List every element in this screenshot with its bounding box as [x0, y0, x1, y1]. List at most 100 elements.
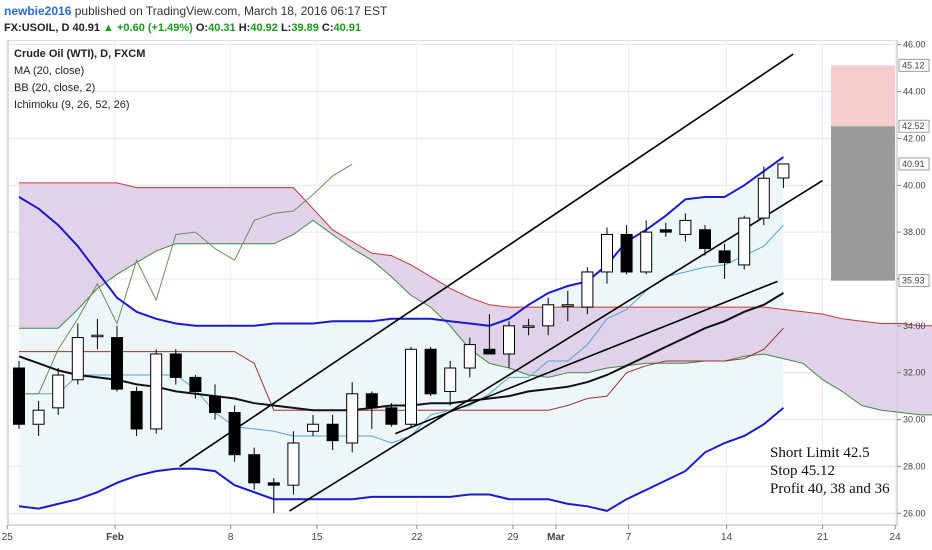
- candle-body: [365, 393, 378, 409]
- candle-body: [444, 367, 457, 392]
- candle-body: [405, 348, 417, 425]
- candle: [483, 314, 496, 355]
- candle-body: [13, 367, 25, 425]
- candle-body: [169, 353, 182, 378]
- candle-body: [738, 217, 751, 266]
- x-tick-label: 15: [311, 532, 323, 543]
- candle: [267, 478, 280, 514]
- legend-ma: MA (20, close): [14, 65, 84, 77]
- candle: [365, 391, 378, 429]
- y-tick-label: 46.00: [903, 40, 926, 50]
- x-tick-label: 25: [2, 532, 14, 543]
- candle-body: [718, 250, 731, 264]
- last-price: 40.91: [72, 22, 100, 34]
- price-axis[interactable]: 26.0028.0030.0032.0034.0036.0038.0040.00…: [897, 40, 930, 518]
- candle: [522, 318, 535, 336]
- candle: [640, 220, 653, 275]
- time-axis[interactable]: 25 Feb 8 15 22 29 Mar 7 14 21 24: [2, 524, 902, 543]
- candle-body: [777, 163, 790, 179]
- close-label: C:: [321, 22, 334, 34]
- candle-body: [757, 177, 770, 219]
- change-value: +0.60 (+1.49%): [117, 22, 193, 34]
- close-value: 40.91: [333, 22, 362, 34]
- y-tick-label: 44.00: [903, 87, 926, 97]
- candle-body: [561, 304, 574, 307]
- candle-body: [287, 442, 300, 486]
- channel-lower-line: [289, 179, 824, 512]
- candle-body: [659, 229, 672, 233]
- price-tag-label: 45.12: [902, 60, 925, 70]
- high-label: H:: [238, 22, 251, 34]
- legend-title: Crude Oil (WTI), D, FXCM: [14, 48, 145, 60]
- candle-body: [267, 482, 280, 486]
- legend-ichimoku: Ichimoku (9, 26, 52, 26): [14, 99, 130, 111]
- y-tick-label: 28.00: [903, 461, 926, 471]
- quote-line: FX:USOIL, D 40.91 ▲ +0.60 (+1.49%) O:40.…: [4, 22, 361, 34]
- candle-body: [503, 325, 515, 355]
- trade-zones: [831, 65, 895, 281]
- high-value: 40.92: [250, 22, 278, 34]
- candle-body: [424, 348, 437, 395]
- published-text: published on TradingView.com, March 18, …: [74, 4, 388, 18]
- x-tick-label: Feb: [106, 532, 124, 543]
- candle-body: [699, 229, 711, 250]
- publish-line: newbie2016 published on TradingView.com,…: [4, 4, 387, 18]
- candle-body: [385, 407, 398, 425]
- candle-body: [679, 219, 692, 235]
- candle-body: [111, 337, 123, 390]
- candle-body: [581, 271, 594, 308]
- candle: [287, 431, 300, 495]
- candle: [209, 384, 221, 420]
- candle: [71, 323, 84, 385]
- bb-upper-line: [18, 156, 784, 327]
- x-tick-label: 22: [411, 532, 423, 543]
- annotation-stop: Stop 45.12: [770, 463, 835, 479]
- candle-body: [326, 423, 339, 442]
- candle-body: [463, 344, 476, 369]
- candle: [130, 386, 143, 436]
- price-tag-label: 40.91: [902, 159, 925, 169]
- y-tick-label: 32.00: [903, 368, 926, 378]
- senkou-span-b: [19, 182, 932, 327]
- candle-body: [189, 376, 202, 392]
- trade-annotation: Short Limit 42.5 Stop 45.12 Profit 40, 3…: [770, 445, 890, 497]
- candle: [346, 382, 359, 453]
- candle: [463, 337, 476, 378]
- candle-body: [640, 231, 653, 273]
- indicator-lines: [18, 156, 785, 512]
- candle: [718, 243, 731, 279]
- candle-body: [52, 374, 65, 409]
- candle: [32, 400, 45, 436]
- candle-body: [209, 395, 221, 414]
- cloud-fill: [19, 182, 932, 415]
- x-tick-label: 8: [228, 532, 234, 543]
- x-tick-label: 21: [817, 532, 829, 543]
- candle-body: [620, 233, 633, 273]
- candle: [699, 225, 711, 256]
- candle: [424, 346, 437, 397]
- low-value: 39.89: [291, 22, 319, 34]
- y-tick-label: 42.00: [903, 133, 926, 143]
- annotation-profit: Profit 40, 38 and 36: [770, 481, 890, 497]
- bollinger-band-fill: [19, 157, 784, 511]
- candle-body: [307, 423, 319, 432]
- ma-line: [18, 292, 784, 412]
- candle-body: [248, 454, 261, 484]
- low-label: L:: [280, 22, 292, 34]
- x-tick-label: 7: [626, 532, 632, 543]
- author-name[interactable]: newbie2016: [4, 4, 72, 18]
- candle: [542, 297, 555, 336]
- symbol-label: FX:USOIL, D: [4, 22, 70, 34]
- candle: [405, 346, 417, 427]
- price-tag-label: 35.93: [902, 276, 925, 286]
- senkou-span-a: [19, 219, 932, 416]
- x-tick-label: 24: [890, 532, 902, 543]
- channel-upper-line: [179, 53, 794, 468]
- candle-body: [130, 390, 143, 430]
- candle: [679, 213, 692, 242]
- price-chart[interactable]: 26.0028.0030.0032.0034.0036.0038.0040.00…: [0, 40, 932, 550]
- entry-zone: [831, 126, 895, 281]
- candle: [52, 368, 65, 415]
- candle: [561, 290, 574, 322]
- candle-body: [601, 233, 613, 273]
